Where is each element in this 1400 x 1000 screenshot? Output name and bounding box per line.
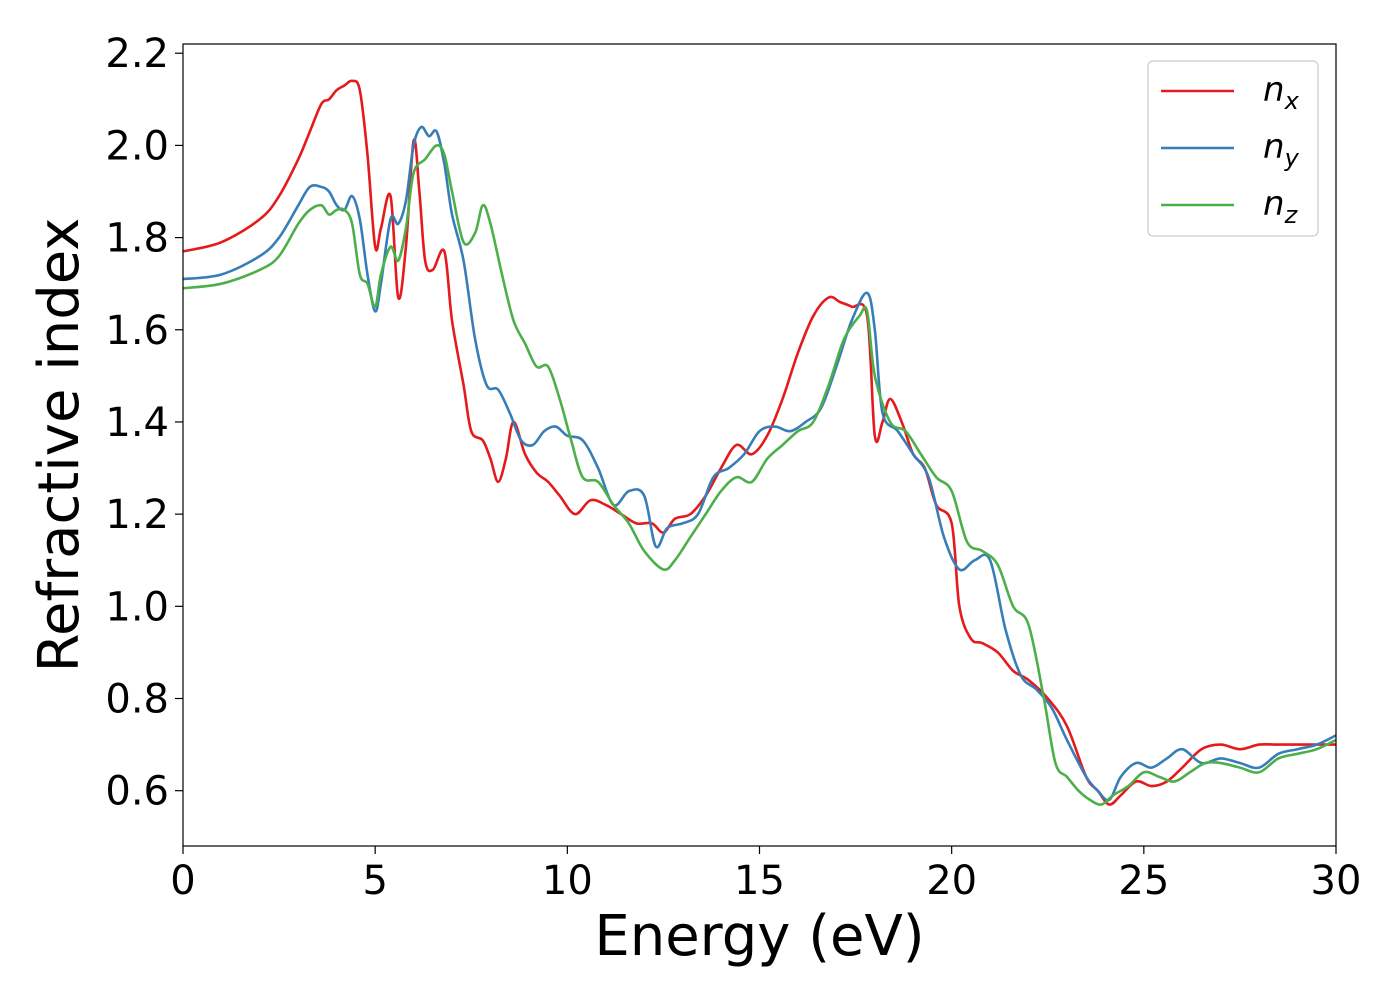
series-layer: [182, 79, 1337, 806]
x-axis-label: Energy (eV): [594, 904, 924, 969]
x-tick-label: 30: [1311, 858, 1362, 904]
x-axis: 0 5 10 15 20 25 30: [170, 846, 1361, 904]
y-tick-label: 1.8: [105, 216, 169, 262]
x-tick-label: 10: [542, 858, 593, 904]
y-tick-label: 2.0: [105, 123, 169, 169]
y-tick-label: 1.2: [105, 492, 169, 538]
legend: nx ny nz: [1147, 60, 1319, 237]
y-tick-label: 0.6: [105, 769, 169, 815]
y-tick-label: 1.6: [105, 308, 169, 354]
series-line-z: [182, 143, 1337, 806]
x-tick-label: 5: [362, 858, 387, 904]
legend-label-z: nz: [1263, 184, 1299, 229]
y-tick-label: 1.4: [105, 400, 169, 446]
series-line-y: [182, 125, 1337, 802]
legend-label-x: nx: [1263, 70, 1300, 115]
x-tick-label: 15: [734, 858, 785, 904]
y-axis: 0.6 0.8 1.0 1.2 1.4 1.6 1.8 2.0 2.2: [105, 31, 183, 815]
plot-area: [183, 44, 1336, 846]
x-tick-label: 0: [170, 858, 195, 904]
x-tick-label: 20: [926, 858, 977, 904]
y-axis-label: Refractive index: [27, 218, 92, 673]
y-tick-label: 1.0: [105, 584, 169, 630]
legend-label-y: ny: [1263, 127, 1300, 172]
y-tick-label: 2.2: [105, 31, 169, 77]
y-tick-label: 0.8: [105, 677, 169, 723]
x-tick-label: 25: [1118, 858, 1169, 904]
